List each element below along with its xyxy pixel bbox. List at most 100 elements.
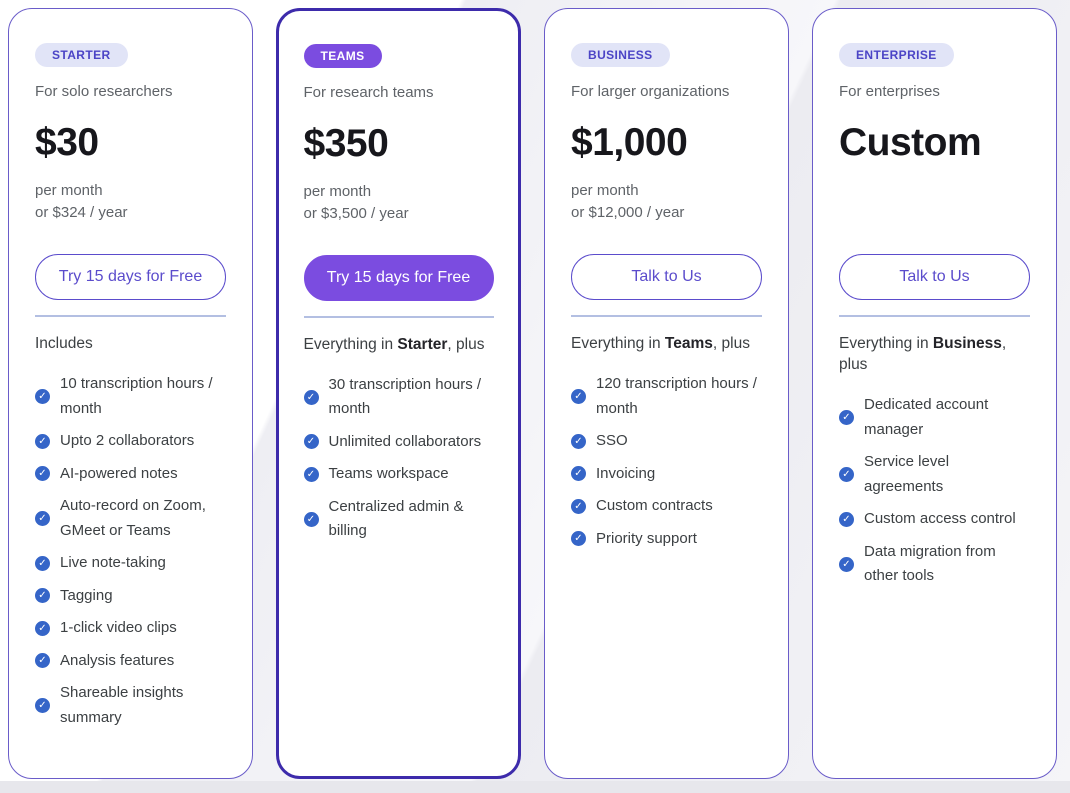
cta-button[interactable]: Talk to Us (839, 254, 1030, 300)
feature-item: ✓ Auto-record on Zoom, GMeet or Teams (35, 494, 226, 543)
plan-description: For research teams (303, 83, 434, 101)
plan-card-starter: STARTER For solo researchers $30 per mon… (8, 8, 253, 779)
feature-item: ✓ Invoicing (571, 462, 762, 487)
divider (35, 315, 226, 317)
cta-button[interactable]: Try 15 days for Free (303, 254, 494, 301)
check-circle-icon: ✓ (839, 556, 854, 572)
features-intro: Everything in Business, plus (839, 333, 1030, 375)
plan-card-enterprise: ENTERPRISE For enterprises Custom Talk t… (812, 8, 1057, 779)
cta-button[interactable]: Try 15 days for Free (35, 254, 226, 300)
plan-price: $350 (303, 121, 389, 165)
feature-label: Priority support (596, 529, 697, 547)
feature-list: ✓ 120 transcription hours / month ✓ SSO … (571, 372, 762, 551)
intro-prefix: Everything in (571, 335, 665, 352)
feature-label: Auto-record on Zoom, GMeet or Teams (60, 497, 206, 539)
feature-item: ✓ Service level agreements (839, 450, 1030, 499)
feature-item: ✓ Centralized admin & billing (303, 495, 494, 544)
cta-button[interactable]: Talk to Us (571, 254, 762, 300)
feature-label: Upto 2 collaborators (60, 432, 195, 449)
check-circle-icon: ✓ (35, 653, 50, 669)
feature-label: Live note-taking (60, 554, 166, 571)
plan-badge: STARTER (35, 43, 128, 67)
plan-billing-period: per month or $324 / year (35, 180, 226, 226)
feature-item: ✓ SSO (571, 429, 762, 454)
feature-item: ✓ Unlimited collaborators (303, 430, 494, 455)
feature-label: 10 transcription hours / month (60, 375, 213, 417)
feature-label: Analysis features (60, 651, 175, 669)
plan-badge: ENTERPRISE (839, 43, 954, 67)
billing-yearly: or $12,000 / year (571, 204, 685, 221)
intro-suffix: , plus (712, 335, 750, 352)
check-circle-icon: ✓ (571, 389, 586, 404)
check-circle-icon: ✓ (571, 498, 586, 514)
intro-suffix: , plus (839, 335, 1007, 373)
feature-label: Custom contracts (596, 497, 713, 514)
check-circle-icon: ✓ (303, 389, 319, 405)
check-circle-icon: ✓ (839, 467, 854, 482)
plan-price: $1,000 (571, 121, 688, 164)
intro-plan-name: Business (932, 335, 1002, 352)
plan-billing-period (839, 180, 1030, 226)
feature-label: Unlimited collaborators (328, 432, 482, 450)
feature-label: 120 transcription hours / month (596, 375, 757, 417)
features-intro: Everything in Starter, plus (304, 334, 494, 355)
check-circle-icon: ✓ (571, 433, 586, 449)
features-intro: Includes (35, 333, 226, 354)
intro-suffix: , plus (447, 335, 485, 353)
feature-item: ✓ 30 transcription hours / month (303, 373, 494, 422)
plan-badge: BUSINESS (571, 43, 670, 67)
feature-item: ✓ Shareable insights summary (35, 681, 226, 730)
check-circle-icon: ✓ (571, 466, 586, 482)
feature-label: Shareable insights summary (60, 684, 184, 726)
check-circle-icon: ✓ (35, 389, 50, 404)
billing-monthly: per month (303, 182, 372, 200)
check-circle-icon: ✓ (35, 698, 50, 713)
feature-item: ✓ Upto 2 collaborators (35, 429, 226, 454)
divider (303, 315, 494, 318)
check-circle-icon: ✓ (35, 511, 50, 526)
feature-label: Centralized admin & billing (328, 497, 464, 540)
check-circle-icon: ✓ (35, 466, 50, 482)
feature-label: Teams workspace (328, 465, 449, 482)
intro-prefix: Everything in (303, 335, 398, 353)
feature-list: ✓ 10 transcription hours / month ✓ Upto … (35, 372, 226, 730)
features-intro: Everything in Teams, plus (571, 333, 762, 354)
feature-item: ✓ 10 transcription hours / month (35, 372, 226, 421)
check-circle-icon: ✓ (35, 433, 50, 449)
feature-list: ✓ 30 transcription hours / month ✓ Unlim… (303, 373, 494, 544)
feature-item: ✓ Priority support (571, 527, 762, 552)
feature-item: ✓ 1-click video clips (35, 616, 226, 641)
page-bottom-strip (0, 781, 1070, 793)
plan-price: Custom (839, 121, 982, 164)
feature-item: ✓ Tagging (35, 584, 226, 609)
plan-card-teams: TEAMS For research teams $350 per month … (276, 8, 521, 779)
feature-item: ✓ Analysis features (35, 649, 226, 674)
feature-label: Service level agreements (864, 453, 950, 495)
billing-monthly: per month (571, 182, 639, 199)
check-circle-icon: ✓ (35, 588, 50, 604)
check-circle-icon: ✓ (303, 434, 319, 450)
plan-price: $30 (35, 121, 99, 164)
intro-plan-name: Teams (664, 335, 713, 352)
feature-label: SSO (596, 432, 628, 449)
feature-item: ✓ Live note-taking (35, 551, 226, 576)
feature-item: ✓ Custom access control (839, 507, 1030, 532)
feature-item: ✓ Data migration from other tools (839, 540, 1030, 589)
plan-description: For larger organizations (571, 83, 730, 100)
plan-description: For enterprises (839, 83, 940, 100)
intro-plan-name: Starter (397, 335, 448, 353)
divider (839, 315, 1030, 317)
feature-label: Tagging (60, 586, 113, 604)
plan-billing-period: per month or $12,000 / year (571, 180, 762, 226)
billing-yearly: or $3,500 / year (303, 204, 409, 222)
feature-item: ✓ 120 transcription hours / month (571, 372, 762, 421)
feature-item: ✓ Dedicated account manager (839, 393, 1030, 442)
divider (571, 315, 762, 317)
plan-description: For solo researchers (35, 83, 173, 100)
feature-label: AI-powered notes (60, 464, 178, 482)
check-circle-icon: ✓ (303, 511, 319, 527)
feature-label: Data migration from other tools (864, 542, 996, 585)
plan-badge: TEAMS (303, 43, 382, 68)
check-circle-icon: ✓ (571, 531, 586, 547)
